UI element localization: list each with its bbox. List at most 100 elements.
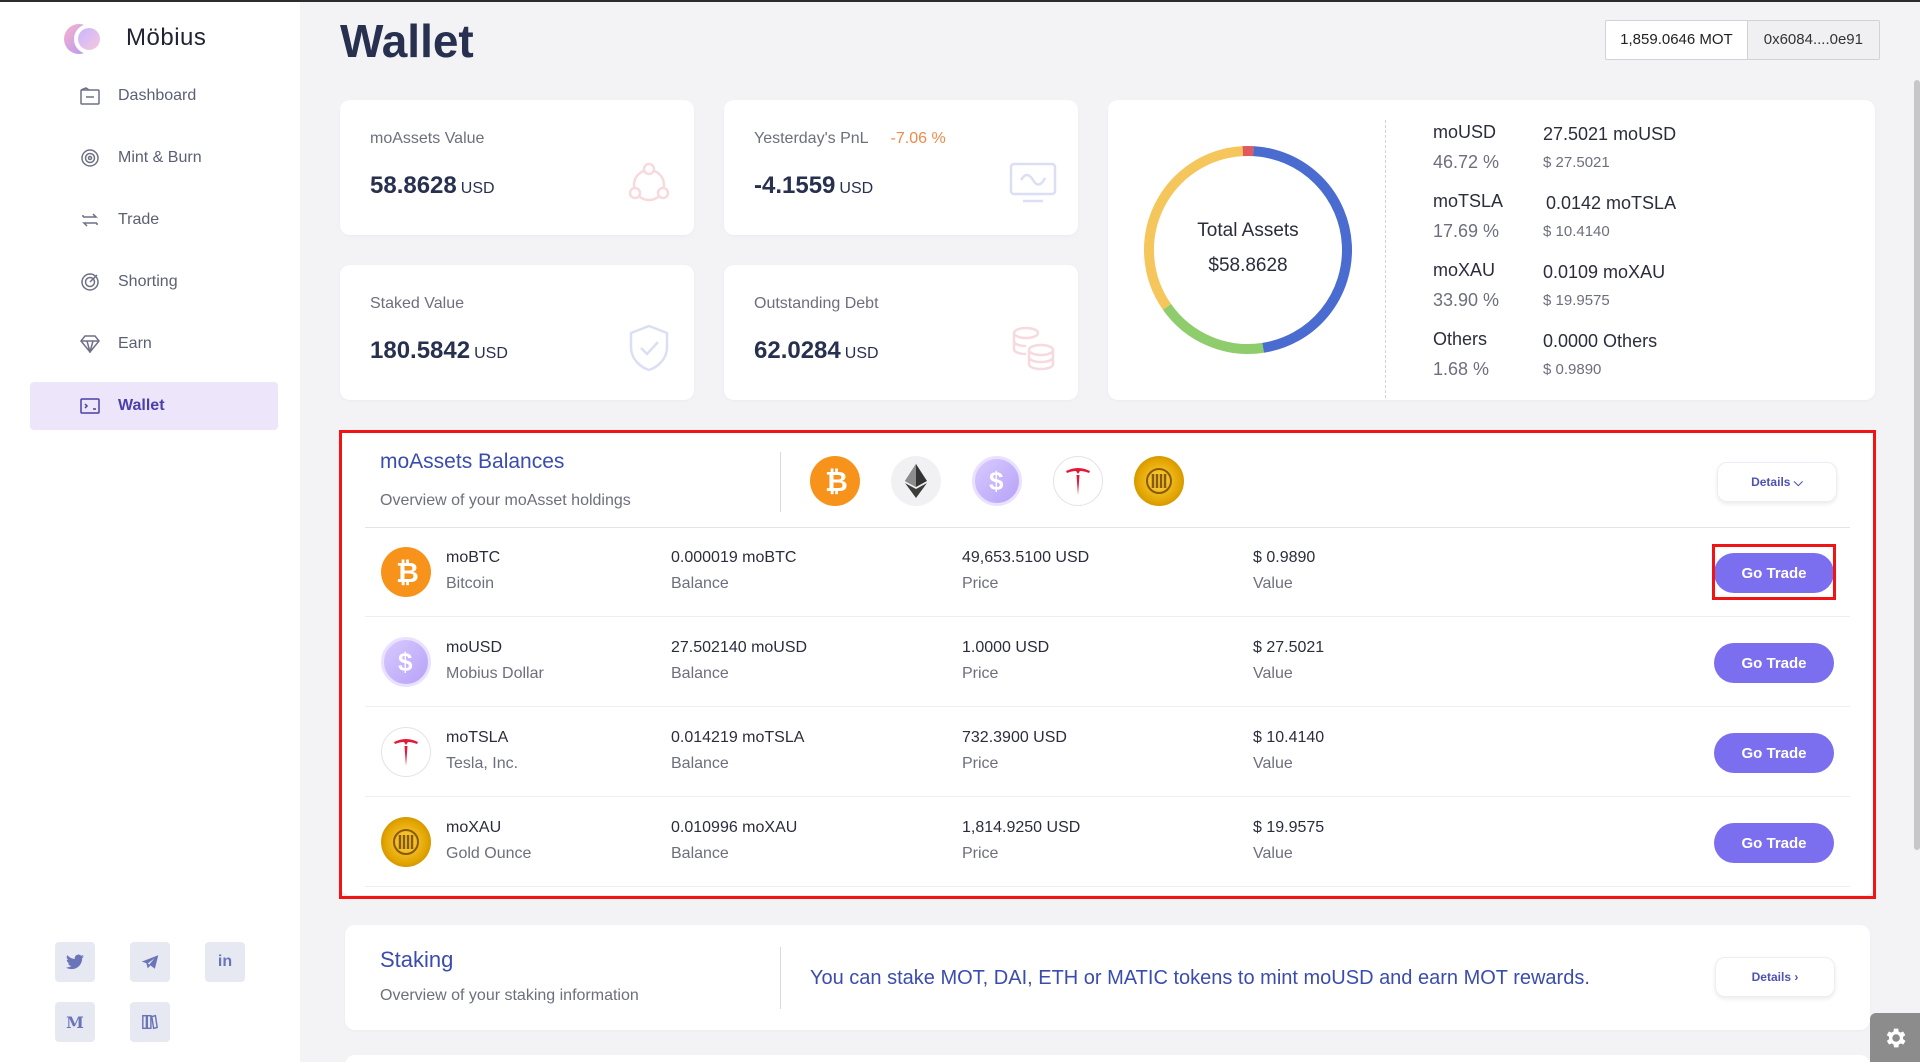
twitter-icon[interactable] [55, 942, 95, 982]
balance-col: 27.502140 moUSD Balance [671, 639, 808, 682]
sidebar-item-label: Wallet [118, 397, 165, 414]
tesla-icon[interactable] [1053, 456, 1103, 506]
stat-label: Staked Value [370, 295, 464, 312]
balance-col: 0.014219 moTSLA Balance [671, 729, 805, 772]
stat-label: Outstanding Debt [754, 295, 879, 312]
legend-row-motsla: moTSLA 17.69 % 0.0142 moTSLA $ 10.4140 [1433, 191, 1677, 241]
bitcoin-icon: ₿ [381, 547, 431, 597]
linkedin-icon[interactable]: in [205, 942, 245, 982]
total-assets-label: Total Assets [1197, 220, 1299, 241]
sidebar-item-mint-burn[interactable]: Mint & Burn [30, 134, 278, 182]
coins-stack-icon [1012, 326, 1055, 371]
stat-value: -4.1559 USD [754, 172, 874, 199]
medium-icon[interactable]: M [55, 1002, 95, 1042]
go-trade-button[interactable]: Go Trade [1714, 553, 1834, 593]
value-col: $ 0.9890 Value [1253, 549, 1316, 592]
trade-icon [80, 210, 100, 230]
stat-label: Yesterday's PnL -7.06 % [754, 130, 946, 147]
sidebar-item-label: Shorting [118, 273, 178, 290]
go-trade-button[interactable]: Go Trade [1714, 643, 1834, 683]
sidebar-item-dashboard[interactable]: Dashboard [30, 72, 278, 120]
staking-card: Staking Overview of your staking informa… [345, 925, 1870, 1030]
sidebar: Möbius Dashboard Mint & Burn Trade Short… [0, 2, 300, 1062]
balances-details-button[interactable]: Details ⌵ [1717, 462, 1837, 502]
sidebar-item-label: Dashboard [118, 87, 197, 104]
chevron-down-icon: ⌵ [1793, 474, 1803, 489]
asset-name-col: moXAU Gold Ounce [446, 819, 532, 862]
network-icon [628, 162, 670, 202]
total-assets-value: $58.8628 [1208, 255, 1288, 276]
pnl-card: Yesterday's PnL -7.06 % -4.1559 USD [724, 100, 1078, 235]
divider [1385, 120, 1386, 398]
staking-info-text: You can stake MOT, DAI, ETH or MATIC tok… [810, 967, 1590, 989]
price-col: 1.0000 USD Price [962, 639, 1050, 682]
value-col: $ 19.9575 Value [1253, 819, 1325, 862]
mousd-icon[interactable]: $ [972, 456, 1022, 506]
section-subtitle: Overview of your staking information [380, 987, 639, 1004]
donut-chart [1144, 146, 1352, 354]
section-subtitle: Overview of your moAsset holdings [380, 492, 631, 509]
chevron-right-icon: › [1794, 970, 1799, 984]
bitcoin-icon[interactable]: ₿ [810, 456, 860, 506]
sidebar-nav: Dashboard Mint & Burn Trade Shorting Ear… [30, 72, 278, 444]
sidebar-item-label: Mint & Burn [118, 149, 202, 166]
scrollbar[interactable] [1914, 80, 1920, 850]
moassets-value-card: moAssets Value 58.8628 USD [340, 100, 694, 235]
price-col: 732.3900 USD Price [962, 729, 1067, 772]
divider [365, 527, 1850, 528]
asset-row-mousd: $ moUSD Mobius Dollar 27.502140 moUSD Ba… [365, 617, 1850, 707]
sidebar-item-shorting[interactable]: Shorting [30, 258, 278, 306]
dashboard-icon [80, 86, 100, 106]
gold-icon [381, 817, 431, 867]
donut-segment-moxau [1144, 146, 1244, 310]
svg-text:₿: ₿ [825, 466, 848, 496]
sidebar-item-earn[interactable]: Earn [30, 320, 278, 368]
section-title: Staking [380, 947, 454, 972]
ethereum-icon[interactable] [891, 456, 941, 506]
settings-gear-icon[interactable] [1870, 1013, 1920, 1062]
stat-label: moAssets Value [370, 130, 485, 147]
pnl-percent: -7.06 % [890, 130, 946, 147]
top-border [0, 0, 1920, 2]
wallet-connection[interactable]: 1,859.0646 MOT 0x6084....0e91 [1605, 20, 1880, 60]
total-assets-card: Total Assets $58.8628 moUSD 46.72 % 27.5… [1108, 100, 1875, 400]
sidebar-item-label: Trade [118, 211, 160, 228]
tesla-icon [381, 727, 431, 777]
sidebar-item-trade[interactable]: Trade [30, 196, 278, 244]
telegram-icon[interactable] [130, 942, 170, 982]
stat-value: 180.5842 USD [370, 337, 508, 364]
go-trade-button[interactable]: Go Trade [1714, 733, 1834, 773]
divider [780, 947, 781, 1009]
svg-text:$: $ [989, 466, 1004, 496]
page-title: Wallet [340, 15, 474, 67]
app-logo[interactable]: Möbius [62, 20, 206, 56]
asset-row-motsla: moTSLA Tesla, Inc. 0.014219 moTSLA Balan… [365, 707, 1850, 797]
asset-row-moxau: moXAU Gold Ounce 0.010996 moXAU Balance … [365, 797, 1850, 887]
mot-balance: 1,859.0646 MOT [1606, 21, 1748, 59]
go-trade-button[interactable]: Go Trade [1714, 823, 1834, 863]
allocation-donut: Total Assets $58.8628 [1138, 140, 1358, 360]
sidebar-item-wallet[interactable]: Wallet [30, 382, 278, 430]
gold-icon[interactable] [1134, 456, 1184, 506]
asset-icons-row: ₿ $ [810, 456, 1184, 506]
wallet-address[interactable]: 0x6084....0e91 [1747, 21, 1879, 59]
mousd-icon: $ [381, 637, 431, 687]
value-col: $ 10.4140 Value [1253, 729, 1325, 772]
sidebar-item-label: Earn [118, 335, 152, 352]
balance-col: 0.000019 moBTC Balance [671, 549, 797, 592]
asset-name-col: moTSLA Tesla, Inc. [446, 729, 519, 772]
staking-details-button[interactable]: Details › [1715, 957, 1835, 997]
balance-col: 0.010996 moXAU Balance [671, 819, 798, 862]
gitbook-icon[interactable] [130, 1002, 170, 1042]
legend-row-others: Others 1.68 % 0.0000 Others $ 0.9890 [1433, 329, 1658, 379]
shield-check-icon [629, 324, 669, 372]
svg-text:₿: ₿ [396, 557, 419, 587]
mint-burn-icon [80, 148, 100, 168]
legend-row-mousd: moUSD 46.72 % 27.5021 moUSD $ 27.5021 [1433, 122, 1677, 172]
legend-row-moxau: moXAU 33.90 % 0.0109 moXAU $ 19.9575 [1433, 260, 1666, 310]
next-section-card [345, 1055, 1870, 1062]
stat-value: 58.8628 USD [370, 172, 495, 199]
asset-row-mobtc: ₿ moBTC Bitcoin 0.000019 moBTC Balance 4… [365, 527, 1850, 617]
svg-text:$: $ [398, 647, 413, 677]
wallet-icon [80, 396, 100, 416]
